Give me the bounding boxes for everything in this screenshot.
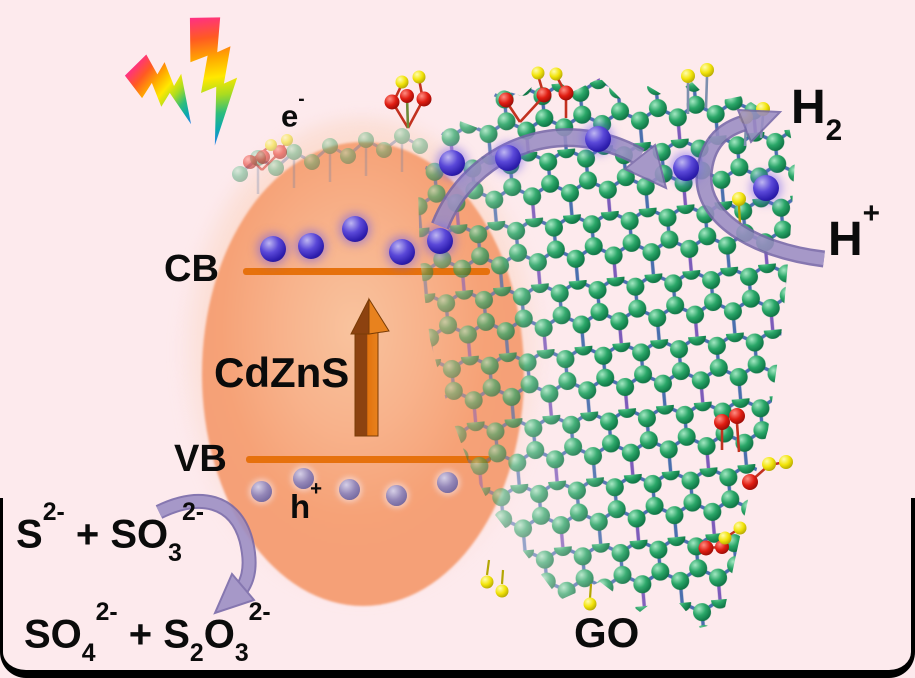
cb-label: CB	[164, 248, 219, 290]
hole-sphere	[251, 481, 272, 502]
go-label: GO	[574, 609, 640, 656]
lightning-bolt-icon	[189, 17, 238, 146]
electron-sphere	[673, 155, 699, 181]
hole-sphere	[437, 472, 458, 493]
electron-sphere	[260, 236, 286, 262]
proton-label: H+	[828, 196, 881, 266]
electron-sphere	[753, 175, 779, 201]
proton-reduction-arrow	[695, 108, 826, 268]
edge-hydrogens	[480, 559, 597, 611]
electron-sphere	[439, 150, 465, 176]
electron-label: e-	[281, 89, 305, 134]
electron-sphere	[298, 233, 324, 259]
reactants-label: S2- + SO32-	[16, 499, 204, 568]
material-label: CdZnS	[214, 349, 350, 396]
thiol-pair	[681, 63, 714, 114]
lightning-bolt-icon	[124, 54, 192, 125]
oxygen-group-faded	[243, 134, 293, 171]
electron-sphere	[495, 145, 521, 171]
products-label: SO42- + S2O32-	[24, 599, 271, 668]
vb-label: VB	[174, 438, 227, 480]
electron-sphere	[342, 216, 368, 242]
hole-label: h+	[290, 477, 323, 525]
hydrogen-gas-label: H2	[791, 81, 843, 147]
electron-sphere	[585, 126, 611, 152]
thiol-single	[732, 192, 746, 225]
electron-sphere	[389, 239, 415, 265]
hole-sphere	[339, 479, 360, 500]
oxygen-group	[714, 408, 793, 490]
hole-sphere	[293, 468, 314, 489]
hole-sphere	[386, 485, 407, 506]
light-irradiation-icon	[124, 17, 238, 146]
oxygen-group	[498, 66, 574, 123]
oxidation-arrow	[155, 493, 257, 615]
bandgap-excitation-arrow	[350, 297, 390, 437]
electron-sphere	[427, 228, 453, 254]
go-sheet-ghost-row	[232, 128, 428, 194]
vb-line	[246, 456, 491, 463]
oxygen-group	[698, 521, 747, 556]
oxygen-group	[384, 70, 432, 129]
